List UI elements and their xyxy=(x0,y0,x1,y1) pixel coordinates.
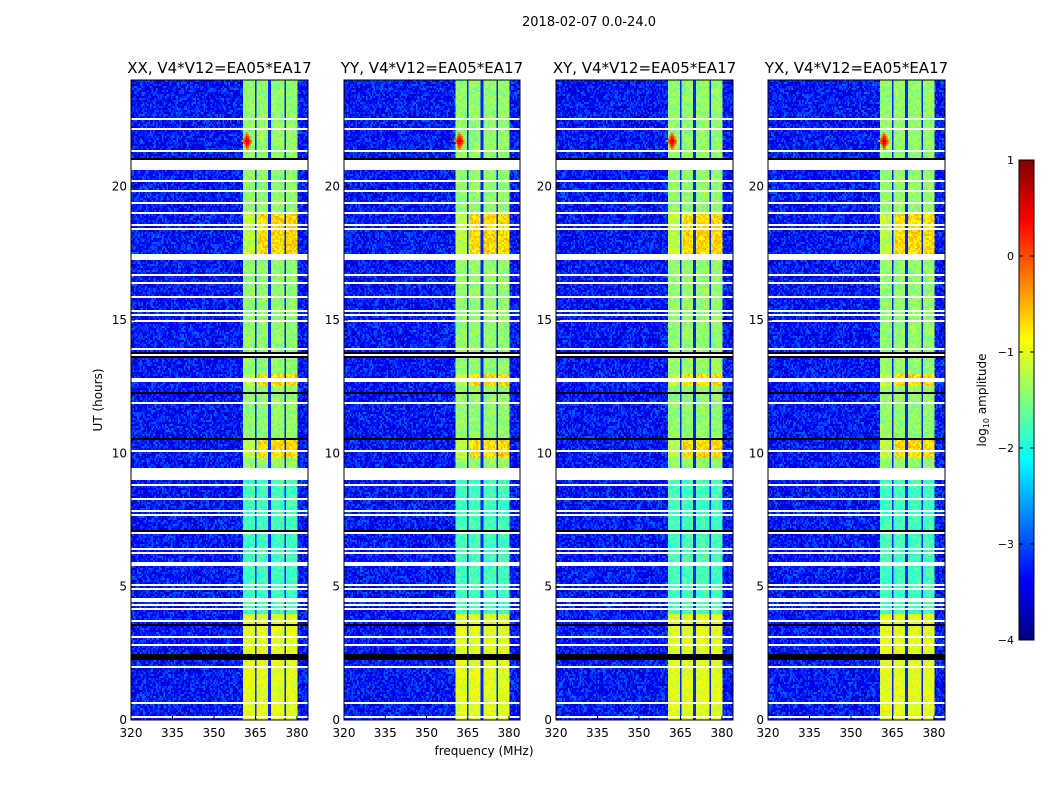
heatmap-yx xyxy=(768,80,945,720)
plot-frame xyxy=(767,79,946,721)
y-tick-label: 15 xyxy=(325,313,340,327)
x-tick-label: 350 xyxy=(415,726,438,740)
x-tick-label: 365 xyxy=(456,726,479,740)
x-axis-label: frequency (MHz) xyxy=(434,744,533,758)
y-tick-label: 0 xyxy=(119,713,127,727)
y-tick-label: 15 xyxy=(537,313,552,327)
x-tick-label: 350 xyxy=(840,726,863,740)
plot-frame xyxy=(555,79,734,721)
colorbar-gradient xyxy=(1019,160,1034,640)
x-tick-label: 380 xyxy=(710,726,733,740)
x-tick-label: 380 xyxy=(922,726,945,740)
x-tick-label: 365 xyxy=(669,726,692,740)
colorbar-tick-label: −4 xyxy=(998,634,1014,647)
x-tick-label: 380 xyxy=(498,726,521,740)
x-tick-label: 335 xyxy=(161,726,184,740)
x-tick-label: 320 xyxy=(333,726,356,740)
plot-frame xyxy=(343,79,521,721)
y-tick-label: 0 xyxy=(756,713,764,727)
colorbar-frame xyxy=(1018,159,1035,641)
panel-title: XY, V4*V12=EA05*EA17 xyxy=(553,59,736,77)
x-tick-label: 365 xyxy=(244,726,267,740)
y-tick-label: 15 xyxy=(112,313,127,327)
y-tick-label: 10 xyxy=(112,446,127,460)
y-axis-label: UT (hours) xyxy=(91,368,105,431)
x-tick-label: 335 xyxy=(586,726,609,740)
colorbar-label-log: log xyxy=(975,428,989,446)
y-tick-label: 10 xyxy=(537,446,552,460)
heatmap-yy xyxy=(344,80,520,720)
y-tick-label: 20 xyxy=(749,180,764,194)
plot-frame xyxy=(130,79,309,721)
x-tick-label: 365 xyxy=(881,726,904,740)
y-tick-label: 20 xyxy=(325,180,340,194)
panel-title: XX, V4*V12=EA05*EA17 xyxy=(127,59,311,77)
y-tick-label: 0 xyxy=(332,713,340,727)
y-tick-label: 20 xyxy=(537,180,552,194)
colorbar-tick-label: −1 xyxy=(998,346,1014,359)
panel-title: YY, V4*V12=EA05*EA17 xyxy=(340,59,523,77)
y-tick-label: 0 xyxy=(544,713,552,727)
colorbar-tick-label: −3 xyxy=(998,538,1014,551)
y-tick-label: 15 xyxy=(749,313,764,327)
x-tick-label: 320 xyxy=(757,726,780,740)
colorbar-label: log10 amplitude xyxy=(975,354,991,447)
y-tick-label: 5 xyxy=(332,580,340,594)
x-tick-label: 335 xyxy=(798,726,821,740)
colorbar-tick-label: 1 xyxy=(1007,154,1014,167)
y-tick-label: 20 xyxy=(112,180,127,194)
colorbar-tick-label: −2 xyxy=(998,442,1014,455)
colorbar-label-sub: 10 xyxy=(982,418,991,428)
x-tick-label: 320 xyxy=(545,726,568,740)
y-tick-label: 10 xyxy=(325,446,340,460)
colorbar-label-rest: amplitude xyxy=(975,354,989,418)
panel-title: YX, V4*V12=EA05*EA17 xyxy=(764,59,948,77)
suptitle: 2018-02-07 0.0-24.0 xyxy=(522,15,656,30)
x-tick-label: 350 xyxy=(203,726,226,740)
x-tick-label: 335 xyxy=(374,726,397,740)
heatmap-xx xyxy=(131,80,308,720)
y-tick-label: 5 xyxy=(756,580,764,594)
y-tick-label: 5 xyxy=(544,580,552,594)
y-tick-label: 5 xyxy=(119,580,127,594)
x-tick-label: 380 xyxy=(285,726,308,740)
heatmap-xy xyxy=(556,80,733,720)
colorbar-tick-label: 0 xyxy=(1007,250,1014,263)
y-tick-label: 10 xyxy=(749,446,764,460)
x-tick-label: 320 xyxy=(120,726,143,740)
x-tick-label: 350 xyxy=(628,726,651,740)
